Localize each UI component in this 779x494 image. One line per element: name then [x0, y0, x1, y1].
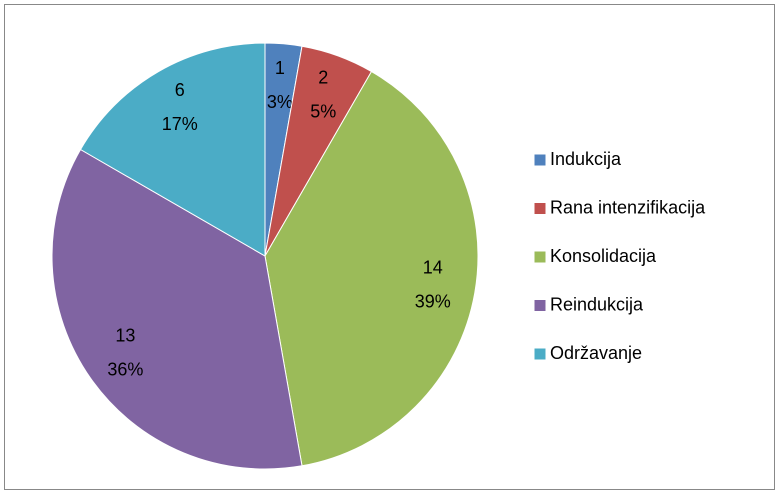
value-label: 2	[318, 68, 328, 88]
value-label: 14	[423, 257, 443, 277]
pie-slice	[79, 42, 266, 257]
legend-swatch	[533, 202, 547, 215]
percent-label: 39%	[415, 291, 451, 311]
legend-label: Reindukcija	[550, 294, 644, 314]
legend-swatch	[533, 347, 547, 361]
value-label: 6	[175, 80, 185, 100]
legend-swatch	[533, 250, 547, 264]
legend-swatch	[533, 153, 547, 167]
pie-slice	[51, 148, 303, 470]
legend-label: Konsolidacija	[550, 246, 657, 266]
legend-swatch	[533, 299, 547, 312]
legend-label: Održavanje	[550, 343, 642, 363]
value-label: 1	[275, 58, 285, 78]
legend-label: Indukcija	[550, 149, 622, 169]
percent-label: 17%	[162, 114, 198, 134]
value-label: 13	[115, 325, 135, 345]
percent-label: 5%	[310, 102, 336, 122]
pie-slice	[264, 70, 479, 467]
percent-label: 36%	[107, 359, 143, 379]
percent-label: 3%	[267, 92, 293, 112]
legend-label: Rana intenzifikacija	[550, 197, 706, 217]
